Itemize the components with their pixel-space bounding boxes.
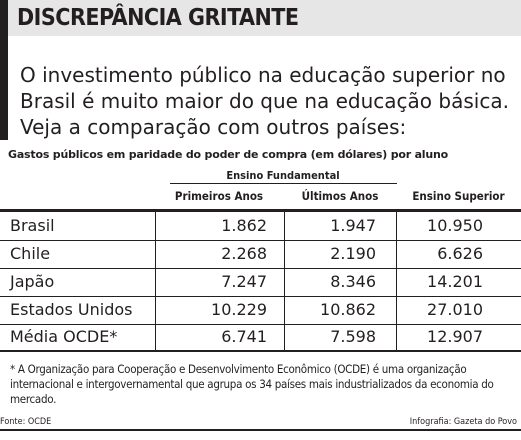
table-row: Brasil 1.862 1.947 10.950 <box>0 212 521 240</box>
table-top-rule <box>0 209 521 212</box>
infographic-credit: Infografia: Gazeta do Povo <box>409 417 517 427</box>
group-header: Ensino Fundamental <box>226 169 340 182</box>
table-row: Japão 7.247 8.346 14.201 <box>0 268 521 296</box>
value-cell: 10.950 <box>427 216 483 235</box>
row-label: Japão <box>10 272 55 291</box>
row-divider <box>0 240 521 241</box>
column-divider <box>284 209 285 352</box>
value-cell: 7.247 <box>221 272 267 291</box>
value-cell: 2.268 <box>221 244 267 263</box>
footnote: * A Organização para Cooperação e Desenv… <box>10 362 494 406</box>
value-cell: 10.862 <box>320 300 376 319</box>
value-cell: 2.190 <box>330 244 376 263</box>
header-band: DISCREPÂNCIA GRITANTE <box>0 0 521 36</box>
value-cell: 10.229 <box>211 300 267 319</box>
row-label: Brasil <box>10 216 55 235</box>
value-cell: 1.947 <box>330 216 376 235</box>
row-divider <box>0 268 521 269</box>
value-cell: 8.346 <box>330 272 376 291</box>
column-header-primeiros: Primeiros Anos <box>174 189 264 203</box>
column-divider <box>396 209 397 352</box>
table-row: Chile 2.268 2.190 6.626 <box>0 240 521 268</box>
page-title: DISCREPÂNCIA GRITANTE <box>17 5 299 31</box>
row-divider <box>0 324 521 325</box>
table-row: Média OCDE* 6.741 7.598 12.907 <box>0 323 521 351</box>
row-label: Chile <box>10 244 51 263</box>
row-label: Estados Unidos <box>10 300 133 319</box>
table-bottom-rule <box>0 350 521 352</box>
value-cell: 12.907 <box>427 327 483 346</box>
header-accent-bar <box>0 0 8 36</box>
bottom-rule <box>0 429 521 431</box>
column-header-superior: Ensino Superior <box>412 189 505 203</box>
value-cell: 1.862 <box>221 216 267 235</box>
value-cell: 6.626 <box>437 244 483 263</box>
row-divider <box>0 296 521 297</box>
row-label: Média OCDE* <box>10 327 118 346</box>
table-subtitle: Gastos públicos em paridade do poder de … <box>8 148 448 161</box>
lead-accent-bar <box>0 36 8 140</box>
table-row: Estados Unidos 10.229 10.862 27.010 <box>0 296 521 324</box>
column-header-ultimos: Últimos Anos <box>301 189 379 203</box>
value-cell: 14.201 <box>427 272 483 291</box>
value-cell: 27.010 <box>427 300 483 319</box>
value-cell: 7.598 <box>330 327 376 346</box>
group-header-rule <box>170 183 397 184</box>
value-cell: 6.741 <box>221 327 267 346</box>
source-credit: Fonte: OCDE <box>0 417 52 427</box>
column-divider <box>155 209 156 352</box>
lead-paragraph: O investimento público na educação super… <box>20 63 509 139</box>
